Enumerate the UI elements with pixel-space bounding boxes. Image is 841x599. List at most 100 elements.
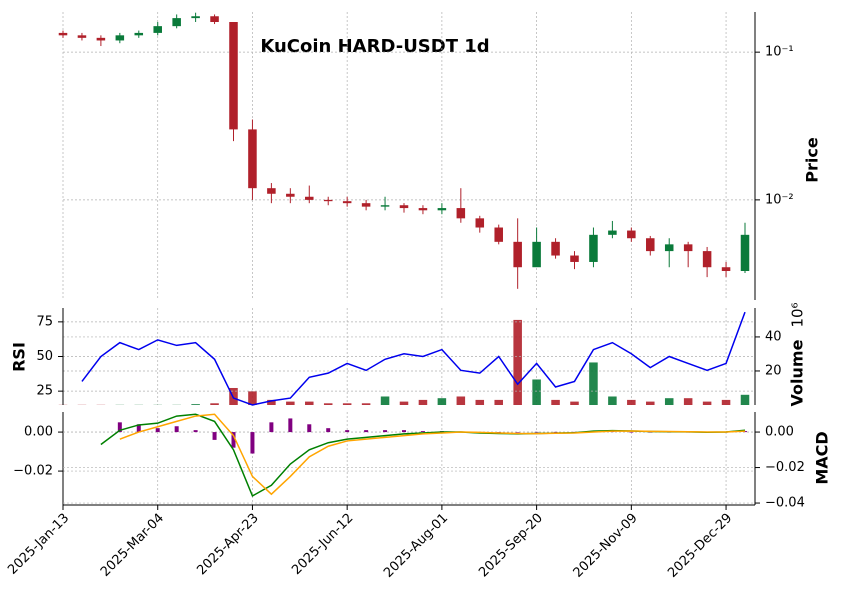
- macd-histogram-bar: [345, 430, 350, 433]
- candle-body: [267, 188, 276, 194]
- y-tick-label: −0.02: [765, 460, 805, 475]
- volume-bar: [305, 401, 314, 405]
- x-tick-label: 2025-Sep-20: [476, 511, 546, 581]
- macd-histogram-bar: [212, 432, 217, 440]
- volume-bar: [664, 398, 674, 405]
- macd-histogram-bar: [383, 430, 388, 433]
- candle-body: [342, 201, 352, 204]
- volume-bar: [570, 401, 579, 405]
- candle-body: [305, 196, 314, 200]
- y-tick-label: −0.04: [765, 496, 805, 511]
- candle-body: [627, 230, 636, 239]
- candle-body: [456, 208, 466, 219]
- volume-bar: [627, 399, 636, 405]
- volume-bar: [267, 399, 276, 405]
- candle-body: [702, 251, 712, 268]
- volume-bar: [323, 403, 333, 405]
- x-tick-label: 2025-Mar-04: [98, 511, 167, 580]
- macd-histogram-bar: [364, 430, 369, 433]
- volume-bar: [551, 399, 560, 405]
- candle-body: [172, 18, 181, 27]
- macd-histogram-bar: [231, 432, 236, 448]
- macd-histogram-bar: [420, 431, 425, 433]
- y-tick-label: 0.00: [765, 425, 794, 440]
- candle-body: [683, 244, 693, 252]
- volume-bar: [342, 403, 352, 405]
- volume-scale: 10⁶: [789, 302, 807, 327]
- candle-body: [115, 35, 125, 41]
- macd-label: MACD: [813, 431, 832, 484]
- candle-body: [248, 129, 257, 189]
- candle-body: [229, 22, 238, 130]
- macd-histogram-bar: [534, 431, 539, 433]
- candle-body: [608, 230, 617, 235]
- volume-bar: [513, 319, 522, 405]
- volume-bar: [210, 403, 219, 405]
- volume-bar: [248, 391, 257, 405]
- volume-bar: [475, 399, 485, 405]
- volume-bar: [608, 396, 617, 405]
- macd-histogram-bar: [117, 422, 122, 433]
- candle-body: [740, 234, 750, 272]
- volume-bar: [721, 399, 731, 405]
- macd-histogram-bar: [269, 422, 274, 433]
- candle-body: [361, 203, 371, 207]
- candle-body: [437, 208, 447, 211]
- volume-bar: [683, 398, 693, 405]
- candle-body: [380, 205, 390, 207]
- line: [81, 311, 746, 406]
- y-tick-label: 0.00: [24, 425, 53, 440]
- x-tick-label: 2025-Dec-29: [665, 511, 735, 581]
- candle-body: [551, 241, 560, 256]
- volume-bar: [646, 401, 655, 405]
- x-tick-label: 2025-Nov-09: [571, 511, 641, 581]
- candle-body: [664, 244, 674, 252]
- candle-body: [570, 255, 579, 262]
- x-tick-label: 2025-Apr-23: [194, 511, 261, 578]
- volume-bar: [532, 379, 541, 405]
- volume-bar: [418, 399, 428, 405]
- volume-bar: [494, 399, 503, 405]
- volume-bar: [702, 401, 712, 405]
- candle-body: [77, 35, 87, 38]
- macd-histogram-bar: [155, 428, 160, 433]
- candle-body: [494, 227, 503, 242]
- volume-bar: [399, 401, 409, 405]
- candle-body: [589, 234, 598, 262]
- x-tick-label: 2025-Jan-13: [5, 511, 72, 578]
- volume-bar: [191, 404, 200, 405]
- candle-body: [721, 267, 731, 272]
- macd-histogram-bar: [629, 432, 634, 433]
- line: [100, 413, 746, 498]
- candle-body: [323, 199, 333, 202]
- candle-body: [475, 218, 485, 228]
- volume-bar: [380, 396, 390, 405]
- x-tick-label: 2025-Jun-12: [289, 511, 356, 578]
- y-tick-label: 10⁻²: [765, 192, 794, 207]
- y-tick-label: 50: [36, 349, 53, 364]
- volume-bar: [456, 396, 466, 405]
- volume-label: Volume: [788, 339, 807, 406]
- candle-body: [418, 208, 428, 211]
- candle-body: [96, 37, 106, 41]
- macd-histogram-bar: [648, 432, 653, 433]
- chart-title: KuCoin HARD-USDT 1d: [260, 36, 489, 57]
- macd-histogram-bar: [174, 426, 179, 433]
- candle-body: [58, 32, 68, 36]
- macd-histogram-bar: [136, 424, 141, 433]
- y-tick-label: 20: [765, 363, 782, 378]
- candle-body: [513, 241, 522, 268]
- macd-histogram-bar: [515, 432, 520, 433]
- y-tick-label: 25: [36, 384, 53, 399]
- candle-body: [210, 16, 219, 23]
- candle-body: [191, 16, 200, 19]
- candle-body: [532, 241, 541, 268]
- y-tick-label: −0.02: [13, 464, 53, 479]
- candle-body: [286, 193, 295, 197]
- volume-bar: [740, 394, 750, 405]
- rsi-label: RSI: [10, 342, 29, 372]
- y-tick-label: 75: [36, 314, 53, 329]
- y-tick-label: 10⁻¹: [765, 45, 794, 60]
- macd-histogram-bar: [288, 418, 293, 433]
